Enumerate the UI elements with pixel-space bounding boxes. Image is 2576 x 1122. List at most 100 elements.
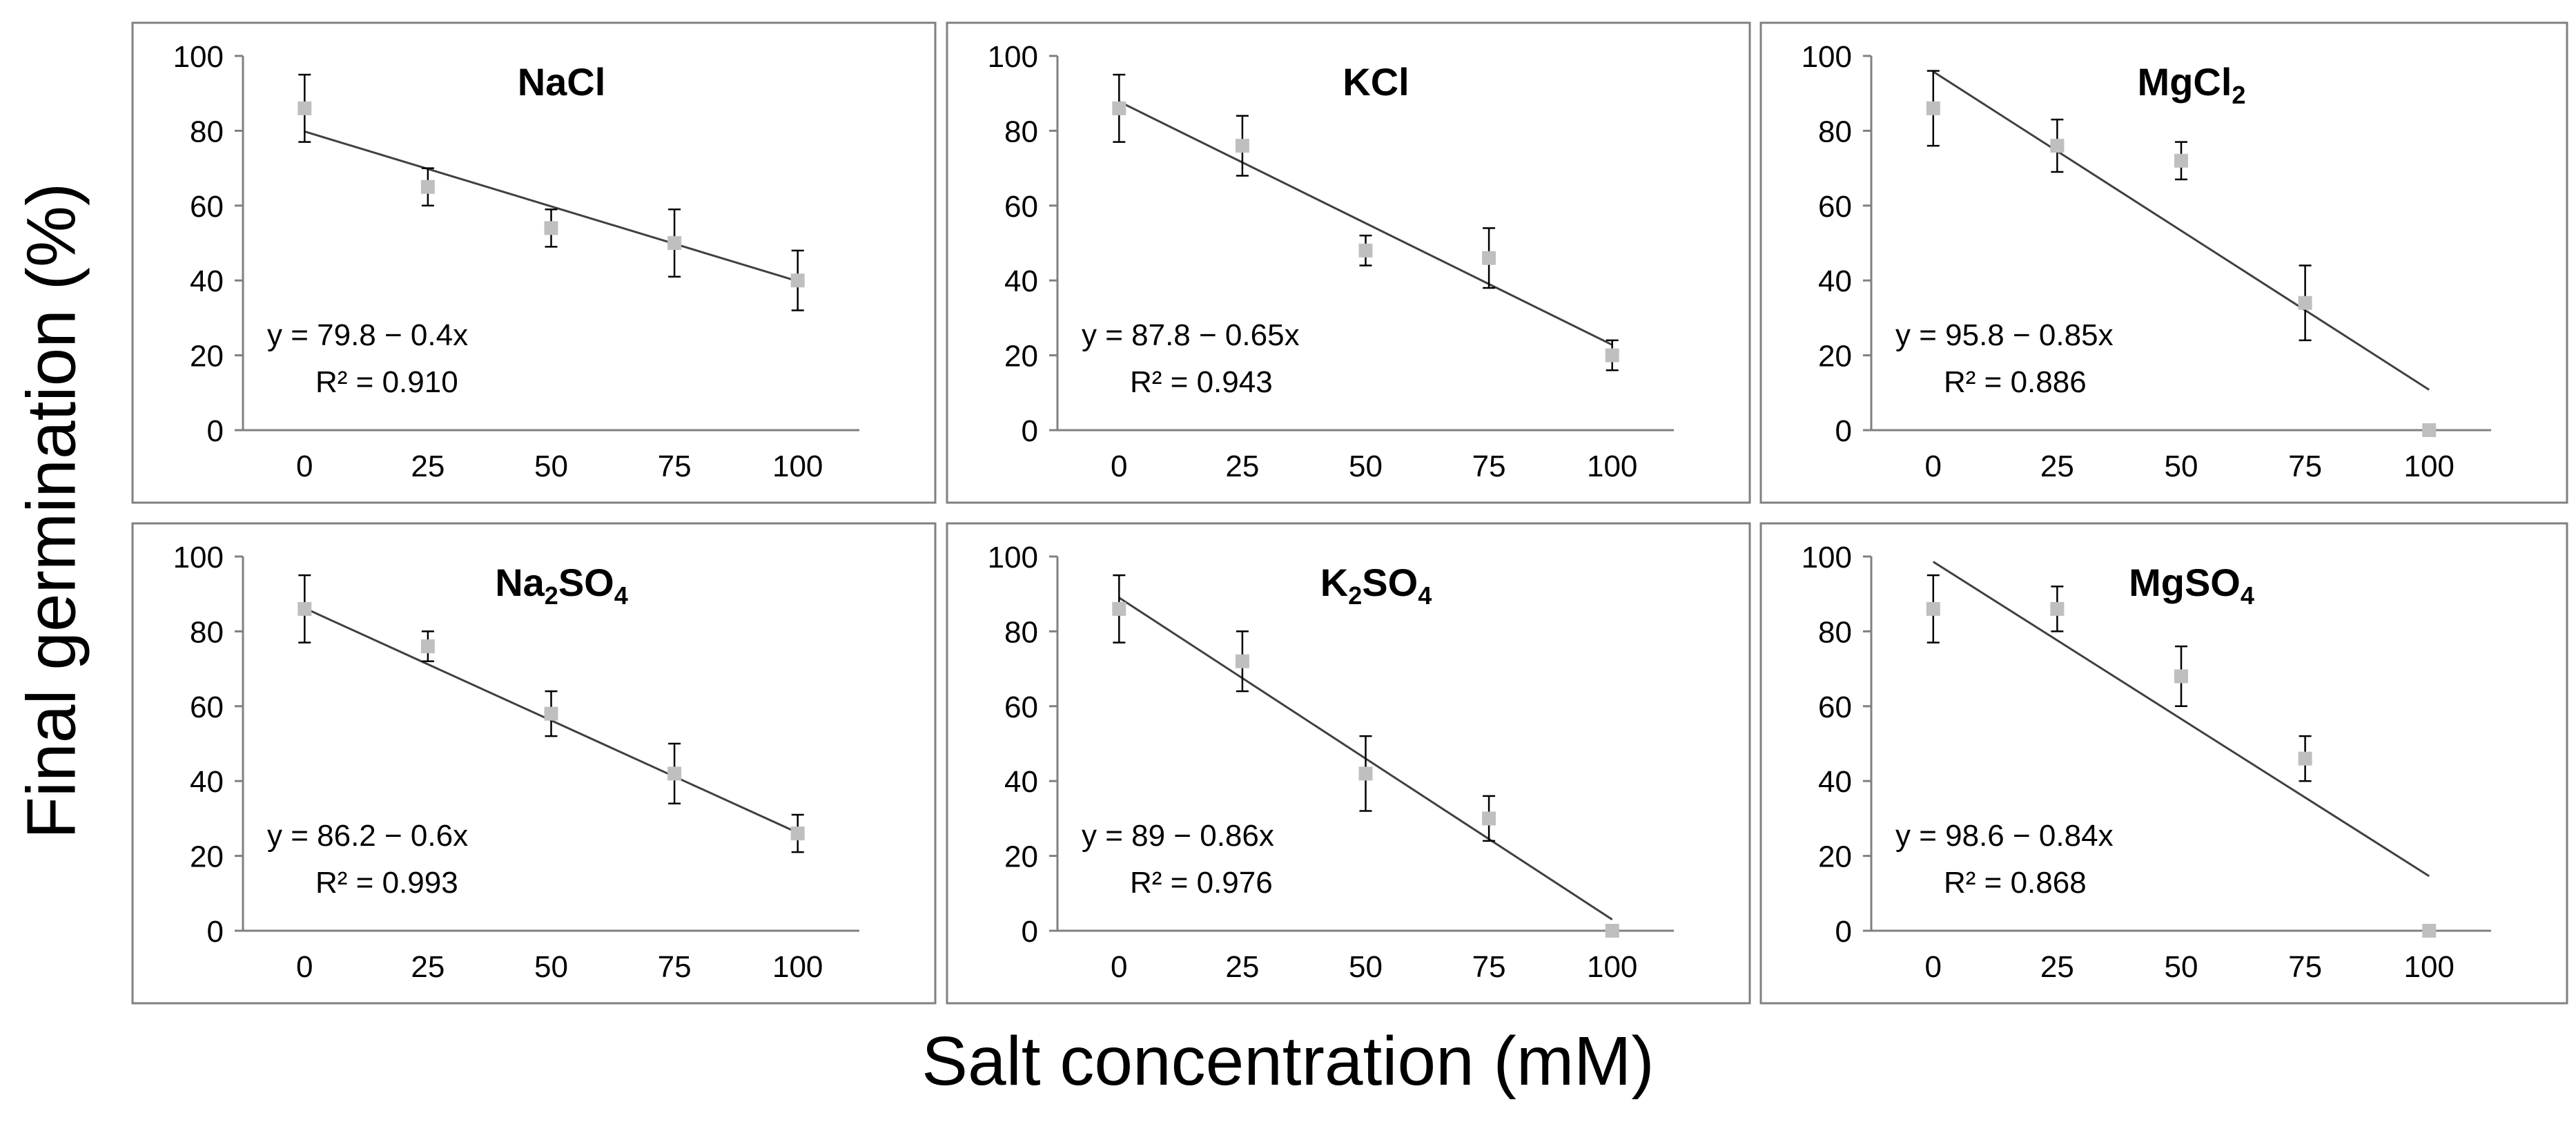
x-tick-label: 100 <box>772 950 823 984</box>
chart-panel-6: 0 20 40 60 80 100 0 25 50 75 100 MgSO4 y = 98.6 − 0.… <box>1759 522 2568 1005</box>
y-tick-label: 40 <box>1818 264 1852 298</box>
y-tick-label: 60 <box>1818 690 1852 724</box>
chart-title: MgSO4 <box>2129 561 2254 610</box>
x-tick-label: 75 <box>1472 449 1506 483</box>
x-tick-label: 25 <box>1225 449 1259 483</box>
chart-panel-3: 0 20 40 60 80 100 0 25 50 75 100 MgCl2 y = 95.8 − 0.… <box>1759 21 2568 504</box>
y-tick-label: 20 <box>1004 340 1038 374</box>
r-squared-label: R² = 0.910 <box>315 365 458 399</box>
chart-panel-1: 0 20 40 60 80 100 0 25 50 75 100 NaCl y = 79.8 − 0.4… <box>131 21 937 504</box>
regression-equation: y = 98.6 − 0.84x <box>1895 819 2114 853</box>
data-point <box>1926 601 1940 616</box>
panel-frame <box>946 21 1751 504</box>
x-tick-label: 0 <box>1925 950 1942 984</box>
x-tick-label: 100 <box>772 449 823 483</box>
y-tick-label: 0 <box>1835 915 1852 949</box>
chart-title: Na2SO4 <box>495 561 628 610</box>
trend-line <box>1932 561 2430 878</box>
y-tick-label: 100 <box>1802 40 1852 74</box>
regression-equation: y = 89 − 0.86x <box>1082 819 1274 853</box>
panel-frame <box>946 522 1751 1005</box>
trend-line <box>304 130 799 282</box>
data-point <box>1926 101 1940 115</box>
y-tick-label: 80 <box>1004 615 1038 649</box>
data-point <box>297 601 312 616</box>
data-point <box>2174 669 2188 684</box>
x-tick-label: 0 <box>296 950 313 984</box>
data-point <box>1112 601 1126 616</box>
y-tick-label: 40 <box>190 765 224 799</box>
data-point <box>1605 348 1619 362</box>
x-tick-label: 75 <box>2288 950 2322 984</box>
y-tick-label: 0 <box>207 915 224 949</box>
x-tick-label: 50 <box>534 950 568 984</box>
x-tick-label: 0 <box>1111 950 1127 984</box>
regression-equation: y = 86.2 − 0.6x <box>267 819 468 853</box>
data-point <box>1112 101 1126 115</box>
data-point <box>667 766 682 781</box>
x-tick-label: 100 <box>2403 950 2454 984</box>
data-point <box>420 180 435 194</box>
r-squared-label: R² = 0.886 <box>1944 365 2087 399</box>
x-tick-label: 50 <box>534 449 568 483</box>
regression-equation: y = 87.8 − 0.65x <box>1082 318 1300 352</box>
x-tick-label: 0 <box>296 449 313 483</box>
y-tick-label: 60 <box>1004 690 1038 724</box>
x-tick-label: 50 <box>2165 950 2198 984</box>
x-tick-label: 25 <box>411 449 445 483</box>
data-point <box>1605 924 1619 938</box>
data-point <box>420 639 435 654</box>
data-point <box>2174 153 2188 168</box>
x-tick-label: 25 <box>2040 950 2074 984</box>
y-tick-label: 60 <box>1818 190 1852 224</box>
y-tick-label: 100 <box>1802 541 1852 574</box>
y-tick-label: 0 <box>1835 414 1852 448</box>
y-tick-label: 60 <box>1004 190 1038 224</box>
data-point <box>1482 251 1496 265</box>
y-tick-label: 100 <box>173 541 224 574</box>
trend-line <box>1932 70 2430 391</box>
data-point <box>2050 139 2065 153</box>
y-tick-label: 20 <box>190 840 224 874</box>
data-point <box>1358 243 1373 258</box>
y-tick-label: 20 <box>1818 840 1852 874</box>
panel-frame <box>1759 21 2568 504</box>
chart-title: MgCl2 <box>2138 60 2246 109</box>
y-tick-label: 80 <box>1818 115 1852 148</box>
data-point <box>2050 601 2065 616</box>
data-point <box>544 221 558 235</box>
x-tick-label: 75 <box>1472 950 1506 984</box>
x-tick-label: 0 <box>1925 449 1942 483</box>
y-tick-label: 0 <box>1022 414 1038 448</box>
panel-frame <box>131 21 937 504</box>
y-tick-label: 80 <box>1818 615 1852 649</box>
y-tick-label: 40 <box>1004 765 1038 799</box>
x-tick-label: 50 <box>1349 950 1383 984</box>
x-tick-label: 75 <box>2288 449 2322 483</box>
data-point <box>2298 296 2312 310</box>
data-point <box>2422 924 2437 938</box>
x-tick-label: 50 <box>2165 449 2198 483</box>
y-tick-label: 80 <box>190 115 224 148</box>
chart-panels: 0 20 40 60 80 100 0 25 50 75 100 NaCl y = 79.8 − 0.4… <box>131 21 2568 1005</box>
y-tick-label: 80 <box>1004 115 1038 148</box>
data-point <box>790 826 805 841</box>
x-tick-label: 50 <box>1349 449 1383 483</box>
x-tick-label: 100 <box>1587 950 1637 984</box>
y-tick-label: 20 <box>190 340 224 374</box>
y-tick-label: 40 <box>190 264 224 298</box>
r-squared-label: R² = 0.868 <box>1944 866 2087 900</box>
x-tick-label: 25 <box>1225 950 1259 984</box>
y-tick-label: 0 <box>207 414 224 448</box>
y-tick-label: 100 <box>173 40 224 74</box>
y-tick-label: 0 <box>1022 915 1038 949</box>
regression-equation: y = 79.8 − 0.4x <box>267 318 468 352</box>
data-point <box>2298 751 2312 766</box>
y-tick-label: 20 <box>1818 340 1852 374</box>
data-point <box>544 706 558 721</box>
x-tick-label: 0 <box>1111 449 1127 483</box>
chart-title: NaCl <box>518 60 606 104</box>
y-tick-label: 80 <box>190 615 224 649</box>
chart-panel-2: 0 20 40 60 80 100 0 25 50 75 100 KCl y = 87.8 − 0.65… <box>946 21 1751 504</box>
panel-frame <box>131 522 937 1005</box>
